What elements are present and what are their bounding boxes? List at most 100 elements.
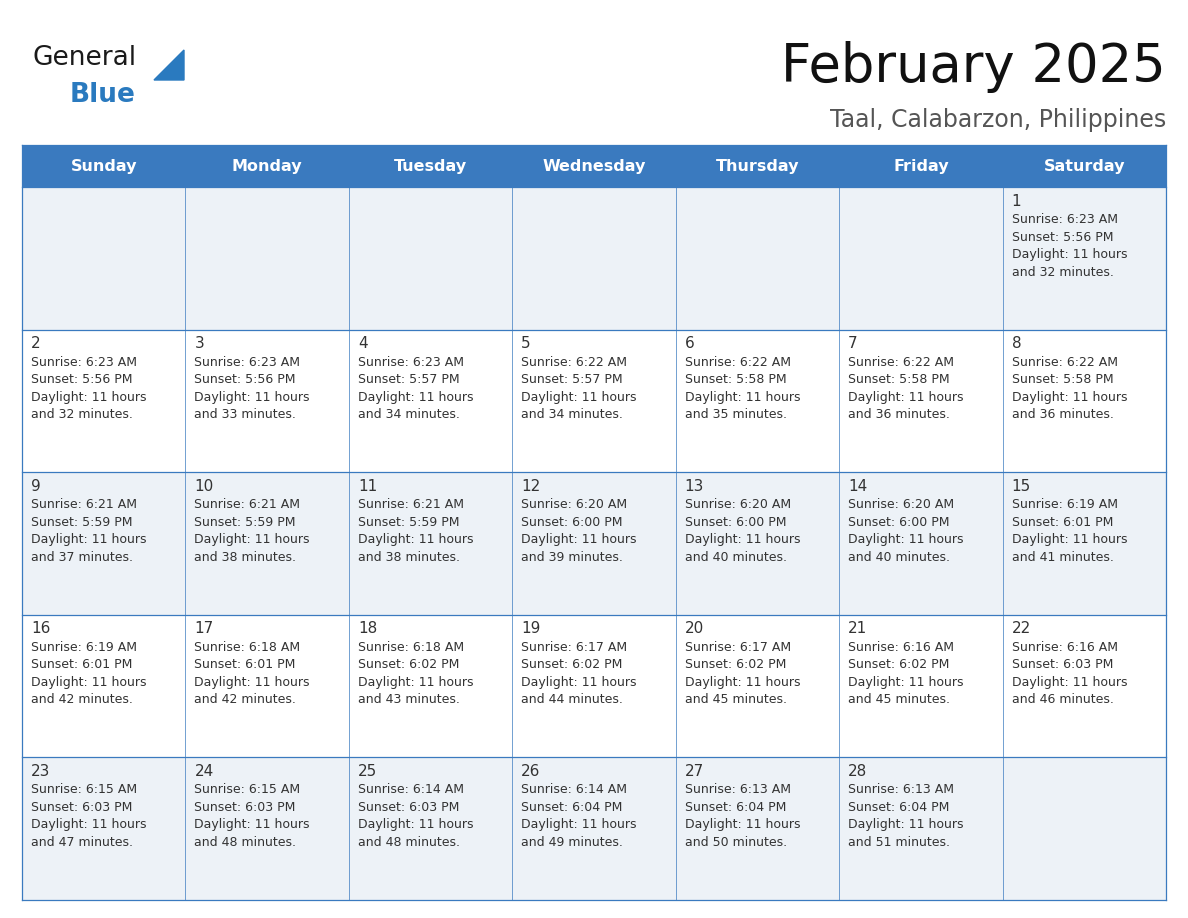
Text: 7: 7 xyxy=(848,336,858,351)
Text: and 45 minutes.: and 45 minutes. xyxy=(848,693,950,706)
Text: Daylight: 11 hours: Daylight: 11 hours xyxy=(1011,248,1127,261)
Text: 15: 15 xyxy=(1011,478,1031,494)
Text: and 35 minutes.: and 35 minutes. xyxy=(684,409,786,421)
Text: Sunrise: 6:22 AM: Sunrise: 6:22 AM xyxy=(684,355,791,369)
Text: Daylight: 11 hours: Daylight: 11 hours xyxy=(195,390,310,404)
Text: Sunrise: 6:23 AM: Sunrise: 6:23 AM xyxy=(358,355,463,369)
Text: and 47 minutes.: and 47 minutes. xyxy=(31,836,133,849)
Text: Sunset: 5:56 PM: Sunset: 5:56 PM xyxy=(31,373,133,386)
Text: Sunset: 5:56 PM: Sunset: 5:56 PM xyxy=(1011,230,1113,243)
Text: and 36 minutes.: and 36 minutes. xyxy=(1011,409,1113,421)
Text: 20: 20 xyxy=(684,621,704,636)
Text: and 49 minutes.: and 49 minutes. xyxy=(522,836,624,849)
Bar xyxy=(23,187,1165,330)
Text: Blue: Blue xyxy=(70,82,135,108)
Text: Daylight: 11 hours: Daylight: 11 hours xyxy=(358,390,473,404)
Text: Sunset: 5:59 PM: Sunset: 5:59 PM xyxy=(195,516,296,529)
Text: 17: 17 xyxy=(195,621,214,636)
Text: Daylight: 11 hours: Daylight: 11 hours xyxy=(684,676,801,688)
Text: Sunrise: 6:17 AM: Sunrise: 6:17 AM xyxy=(684,641,791,654)
Text: Daylight: 11 hours: Daylight: 11 hours xyxy=(848,819,963,832)
Bar xyxy=(23,472,1165,615)
Text: Daylight: 11 hours: Daylight: 11 hours xyxy=(848,390,963,404)
Text: Sunrise: 6:18 AM: Sunrise: 6:18 AM xyxy=(358,641,465,654)
Text: Sunset: 6:03 PM: Sunset: 6:03 PM xyxy=(358,800,460,814)
Text: Sunrise: 6:23 AM: Sunrise: 6:23 AM xyxy=(1011,213,1118,226)
Text: Daylight: 11 hours: Daylight: 11 hours xyxy=(684,390,801,404)
Text: Sunset: 6:01 PM: Sunset: 6:01 PM xyxy=(31,658,132,671)
Text: and 51 minutes.: and 51 minutes. xyxy=(848,836,950,849)
Text: and 42 minutes.: and 42 minutes. xyxy=(31,693,133,706)
Text: Sunset: 6:02 PM: Sunset: 6:02 PM xyxy=(684,658,786,671)
Text: 10: 10 xyxy=(195,478,214,494)
Text: and 36 minutes.: and 36 minutes. xyxy=(848,409,950,421)
Text: 23: 23 xyxy=(31,764,50,778)
Text: and 48 minutes.: and 48 minutes. xyxy=(195,836,297,849)
Polygon shape xyxy=(154,50,184,80)
Text: and 42 minutes.: and 42 minutes. xyxy=(195,693,296,706)
Text: 12: 12 xyxy=(522,478,541,494)
Text: Daylight: 11 hours: Daylight: 11 hours xyxy=(358,676,473,688)
Text: Daylight: 11 hours: Daylight: 11 hours xyxy=(522,533,637,546)
Text: Sunset: 6:00 PM: Sunset: 6:00 PM xyxy=(522,516,623,529)
Text: 6: 6 xyxy=(684,336,695,351)
Text: 14: 14 xyxy=(848,478,867,494)
Text: Daylight: 11 hours: Daylight: 11 hours xyxy=(684,819,801,832)
Text: Sunset: 6:04 PM: Sunset: 6:04 PM xyxy=(684,800,786,814)
Text: Sunset: 5:57 PM: Sunset: 5:57 PM xyxy=(358,373,460,386)
Text: Sunset: 6:04 PM: Sunset: 6:04 PM xyxy=(522,800,623,814)
Text: Sunrise: 6:15 AM: Sunrise: 6:15 AM xyxy=(195,783,301,797)
Text: and 32 minutes.: and 32 minutes. xyxy=(31,409,133,421)
Text: 5: 5 xyxy=(522,336,531,351)
Text: Daylight: 11 hours: Daylight: 11 hours xyxy=(31,676,146,688)
Text: Sunrise: 6:22 AM: Sunrise: 6:22 AM xyxy=(522,355,627,369)
Text: Daylight: 11 hours: Daylight: 11 hours xyxy=(31,390,146,404)
Text: and 37 minutes.: and 37 minutes. xyxy=(31,551,133,564)
Text: Daylight: 11 hours: Daylight: 11 hours xyxy=(522,819,637,832)
Text: Sunrise: 6:20 AM: Sunrise: 6:20 AM xyxy=(848,498,954,511)
Text: Sunrise: 6:14 AM: Sunrise: 6:14 AM xyxy=(522,783,627,797)
Text: Sunrise: 6:14 AM: Sunrise: 6:14 AM xyxy=(358,783,463,797)
Bar xyxy=(23,145,1165,187)
Text: Daylight: 11 hours: Daylight: 11 hours xyxy=(1011,533,1127,546)
Text: Wednesday: Wednesday xyxy=(542,159,646,174)
Bar xyxy=(23,757,1165,900)
Text: Sunset: 6:02 PM: Sunset: 6:02 PM xyxy=(358,658,460,671)
Text: Taal, Calabarzon, Philippines: Taal, Calabarzon, Philippines xyxy=(829,108,1165,132)
Text: and 33 minutes.: and 33 minutes. xyxy=(195,409,296,421)
Text: 26: 26 xyxy=(522,764,541,778)
Text: 2: 2 xyxy=(31,336,40,351)
Text: 8: 8 xyxy=(1011,336,1022,351)
Text: Daylight: 11 hours: Daylight: 11 hours xyxy=(684,533,801,546)
Text: and 50 minutes.: and 50 minutes. xyxy=(684,836,786,849)
Text: Sunrise: 6:13 AM: Sunrise: 6:13 AM xyxy=(848,783,954,797)
Text: Monday: Monday xyxy=(232,159,303,174)
Text: Sunset: 5:58 PM: Sunset: 5:58 PM xyxy=(1011,373,1113,386)
Text: 3: 3 xyxy=(195,336,204,351)
Text: and 40 minutes.: and 40 minutes. xyxy=(684,551,786,564)
Text: Sunset: 5:59 PM: Sunset: 5:59 PM xyxy=(358,516,460,529)
Text: Sunrise: 6:19 AM: Sunrise: 6:19 AM xyxy=(1011,498,1118,511)
Text: Sunrise: 6:15 AM: Sunrise: 6:15 AM xyxy=(31,783,137,797)
Text: Daylight: 11 hours: Daylight: 11 hours xyxy=(31,819,146,832)
Bar xyxy=(23,615,1165,757)
Text: 25: 25 xyxy=(358,764,377,778)
Text: Sunset: 6:00 PM: Sunset: 6:00 PM xyxy=(848,516,949,529)
Text: 28: 28 xyxy=(848,764,867,778)
Text: Sunset: 6:04 PM: Sunset: 6:04 PM xyxy=(848,800,949,814)
Text: Daylight: 11 hours: Daylight: 11 hours xyxy=(195,533,310,546)
Text: Sunset: 6:02 PM: Sunset: 6:02 PM xyxy=(848,658,949,671)
Text: Daylight: 11 hours: Daylight: 11 hours xyxy=(522,390,637,404)
Text: and 46 minutes.: and 46 minutes. xyxy=(1011,693,1113,706)
Text: and 39 minutes.: and 39 minutes. xyxy=(522,551,624,564)
Text: Friday: Friday xyxy=(893,159,949,174)
Text: Sunset: 5:58 PM: Sunset: 5:58 PM xyxy=(848,373,949,386)
Text: Sunset: 5:56 PM: Sunset: 5:56 PM xyxy=(195,373,296,386)
Text: 18: 18 xyxy=(358,621,377,636)
Text: Thursday: Thursday xyxy=(715,159,800,174)
Text: Sunset: 6:01 PM: Sunset: 6:01 PM xyxy=(195,658,296,671)
Text: and 43 minutes.: and 43 minutes. xyxy=(358,693,460,706)
Text: 21: 21 xyxy=(848,621,867,636)
Text: Daylight: 11 hours: Daylight: 11 hours xyxy=(195,676,310,688)
Text: Daylight: 11 hours: Daylight: 11 hours xyxy=(522,676,637,688)
